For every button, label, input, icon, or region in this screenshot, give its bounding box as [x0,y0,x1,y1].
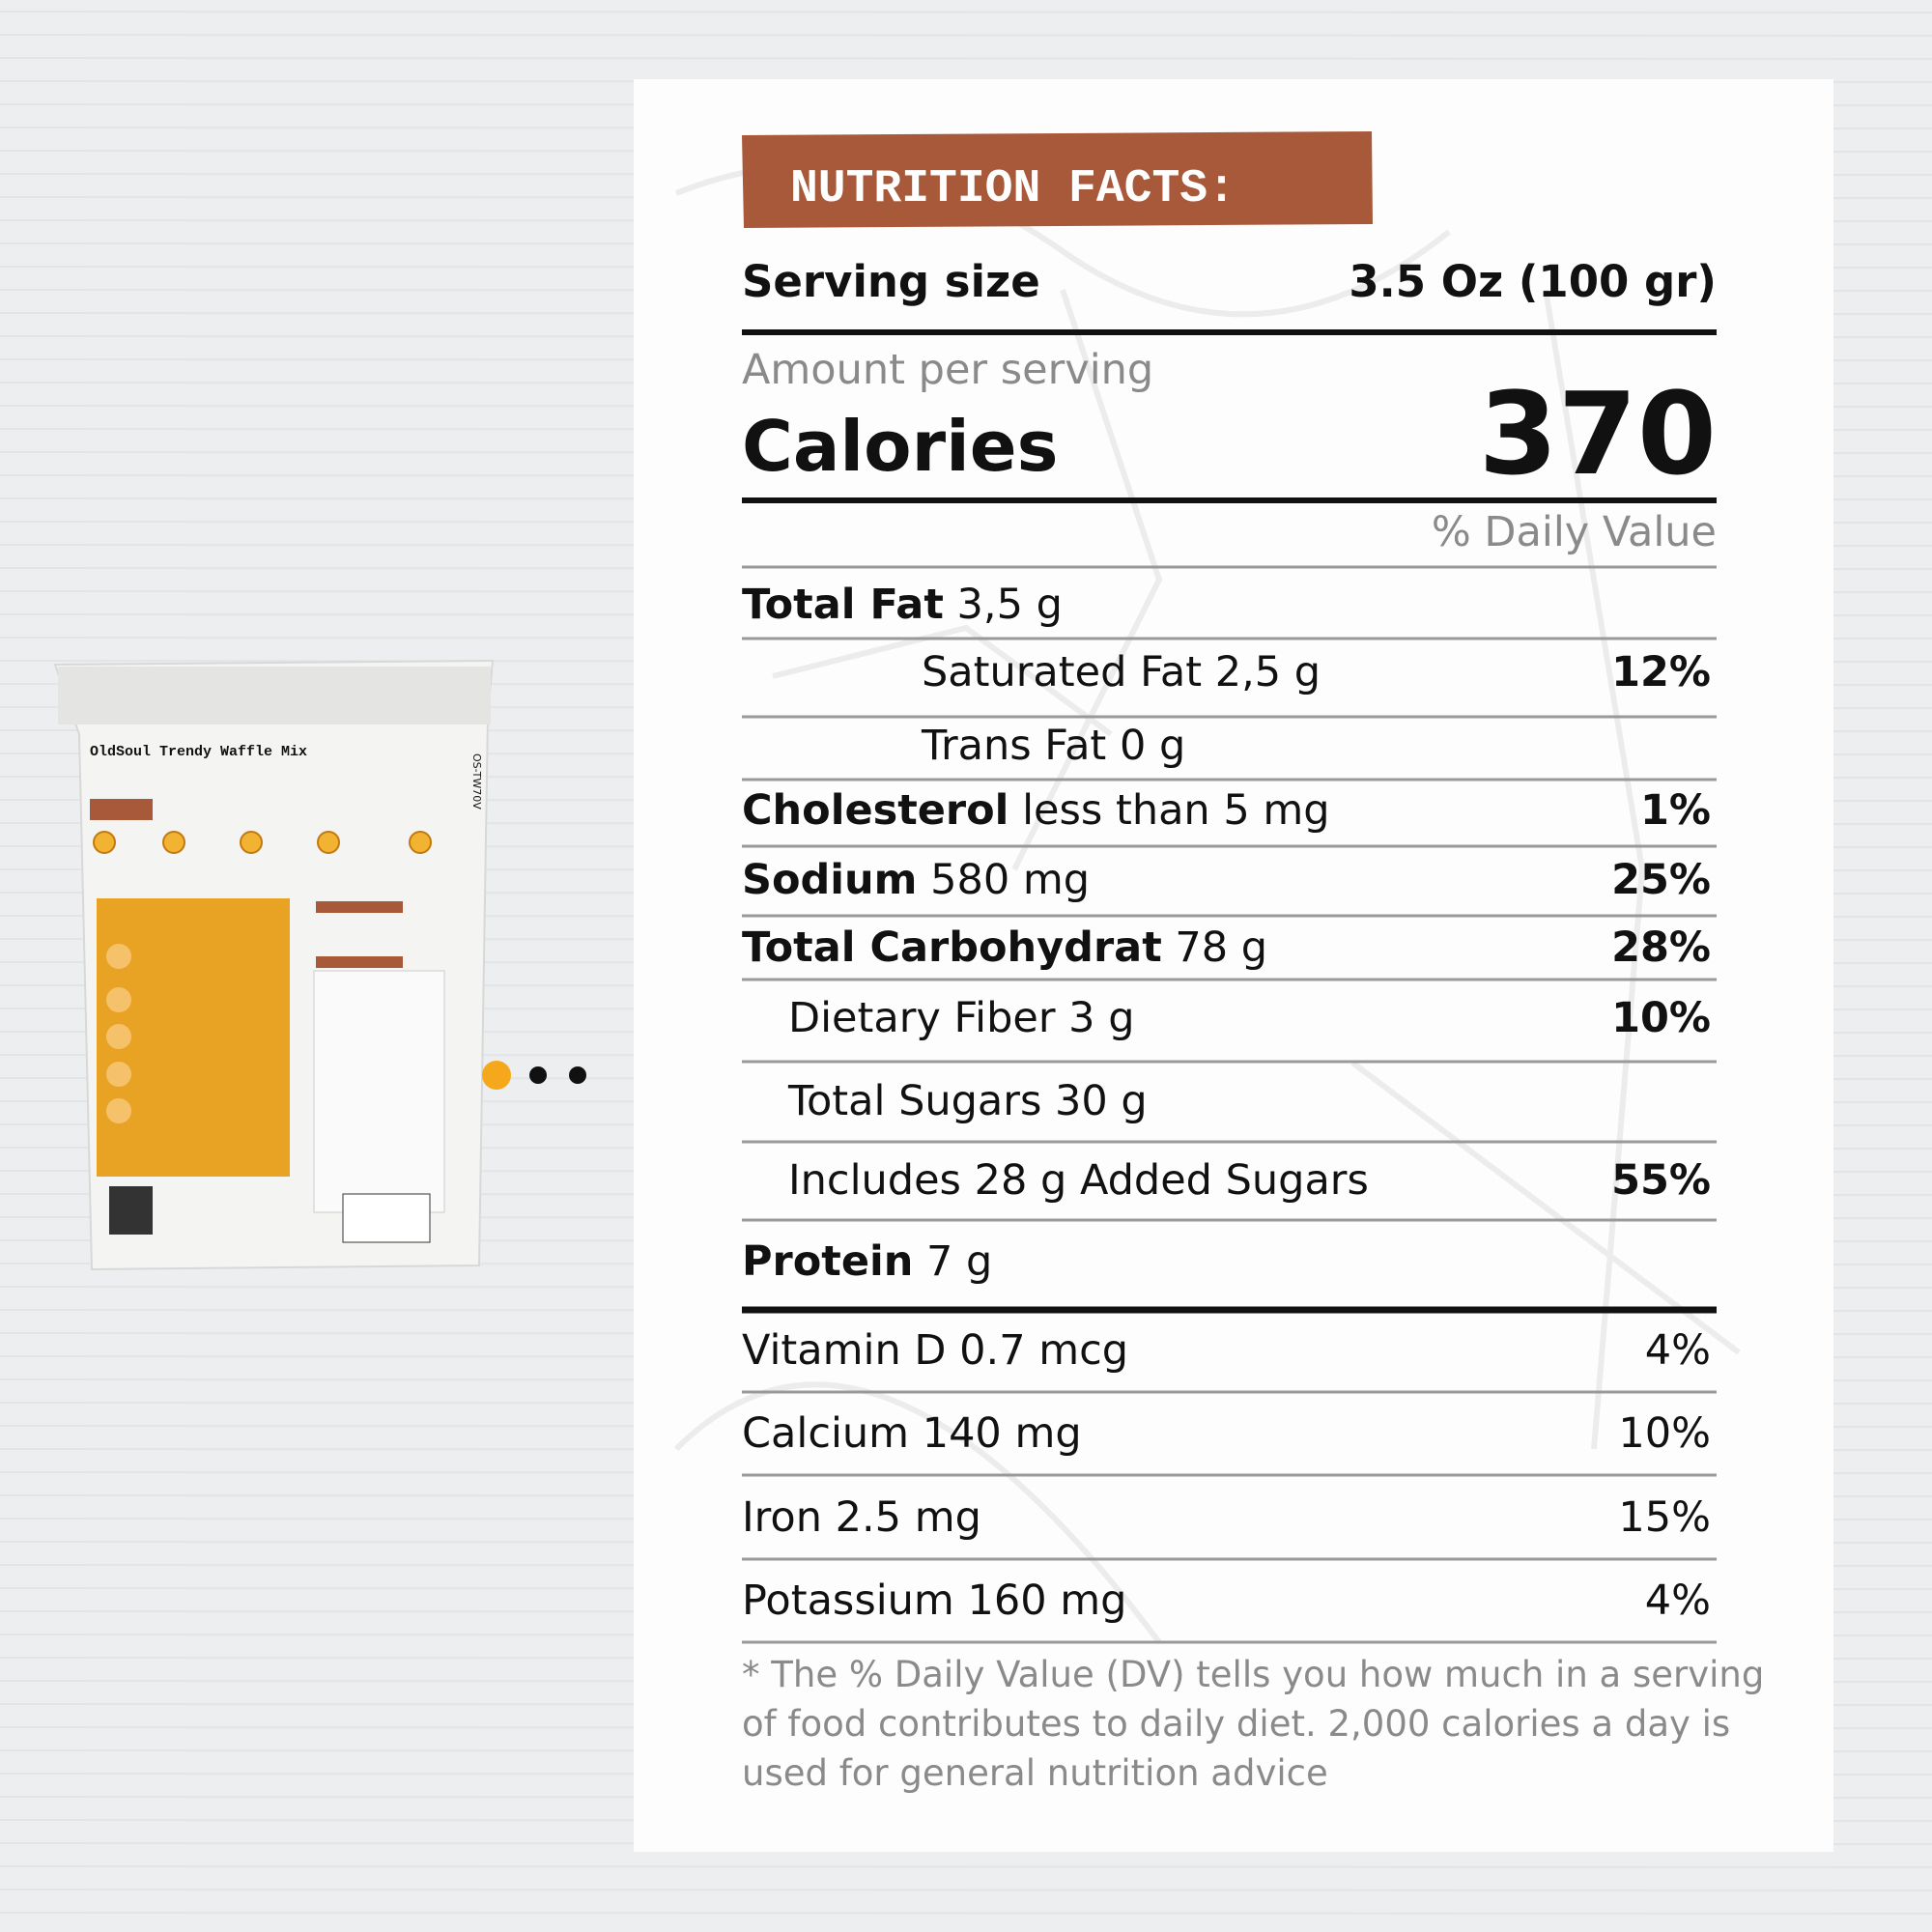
serving-label: Serving size [742,256,1040,307]
nutrient-dv: 28% [1611,923,1711,972]
footnote: * The % Daily Value (DV) tells you how m… [742,1654,1764,1695]
vitamin-dv: 4% [1645,1326,1711,1375]
package-title: OldSoul Trendy Waffle Mix [90,744,307,760]
nutrient-amount: 30 g [1055,1077,1148,1125]
nutrient-dv: 1% [1640,786,1711,835]
nutrient-row: Total Carbohydrat 78 g [742,923,1267,972]
calories-value: 370 [1479,367,1717,500]
nutrient-name: Protein [742,1237,913,1286]
badge-text: NUTRITION FACTS: [790,163,1236,215]
amount-per-serving: Amount per serving [742,346,1153,394]
nutrient-rows: Total Fat 3,5 g Saturated Fat 2,5 g 12% Tra… [742,581,1764,1794]
nutrient-name: Total Carbohydrat [742,923,1162,972]
package-code: OS-TW70V [470,753,483,810]
nutrient-row: Saturated Fat 2,5 g [922,648,1321,696]
nutrient-name: Total Fat [742,581,944,629]
nutrient-name: Sodium [742,856,917,904]
carousel-dot[interactable] [529,1066,547,1084]
carousel-dot-active[interactable] [482,1061,511,1090]
vitamin-dv: 15% [1618,1493,1711,1542]
package: OldSoul Trendy Waffle Mix OS-TW70V [53,659,495,1271]
nutrient-name: Trans Fat [921,722,1106,770]
carousel-dot[interactable] [569,1066,586,1084]
footnote: used for general nutrition advice [742,1752,1328,1794]
nutrient-row: Dietary Fiber 3 g [788,994,1135,1042]
vitamin-name: Calcium 140 mg [742,1409,1082,1458]
nutrient-row: Total Fat 3,5 g [742,581,1063,629]
calories-label: Calories [742,406,1058,487]
nutrient-name: Includes 28 g Added Sugars [788,1156,1369,1205]
vitamin-dv: 4% [1645,1577,1711,1625]
nutrient-amount: 7 g [926,1237,992,1286]
daily-value-header: % Daily Value [1432,508,1717,556]
footnote: of food contributes to daily diet. 2,000… [742,1703,1730,1745]
nutrient-row: Protein 7 g [742,1237,992,1286]
vitamin-name: Iron 2.5 mg [742,1493,981,1542]
nutrient-dv: 55% [1611,1156,1711,1205]
nutrient-dv: 25% [1611,856,1711,904]
nutrient-name: Total Sugars [787,1077,1041,1125]
vitamin-dv: 10% [1618,1409,1711,1458]
nutrient-row: Total Sugars 30 g [787,1077,1148,1125]
nutrient-row: Cholesterol less than 5 mg [742,786,1330,835]
nutrient-dv: 10% [1611,994,1711,1042]
panel-sketch [673,161,1741,1644]
nutrient-amount: 78 g [1175,923,1267,972]
nutrient-amount: 3,5 g [957,581,1063,629]
nutrient-row: Includes 28 g Added Sugars [788,1156,1369,1205]
nutrient-row: Sodium 580 mg [742,856,1090,904]
nutrient-amount: 3 g [1068,994,1134,1042]
nutrient-amount: 580 mg [930,856,1090,904]
nutrient-amount: less than 5 mg [1022,786,1329,835]
serving-value: 3.5 Oz (100 gr) [1349,256,1717,307]
nutrient-name: Cholesterol [742,786,1009,835]
nutrient-name: Saturated Fat [922,648,1202,696]
badge [742,131,1373,228]
nutrient-name: Dietary Fiber [788,994,1056,1042]
nutrient-dv: 12% [1611,648,1711,696]
vitamin-name: Potassium 160 mg [742,1577,1126,1625]
nutrient-amount: 2,5 g [1215,648,1321,696]
nutrient-row: Trans Fat 0 g [921,722,1185,770]
vitamin-name: Vitamin D 0.7 mcg [742,1326,1128,1375]
nutrient-amount: 0 g [1120,722,1185,770]
